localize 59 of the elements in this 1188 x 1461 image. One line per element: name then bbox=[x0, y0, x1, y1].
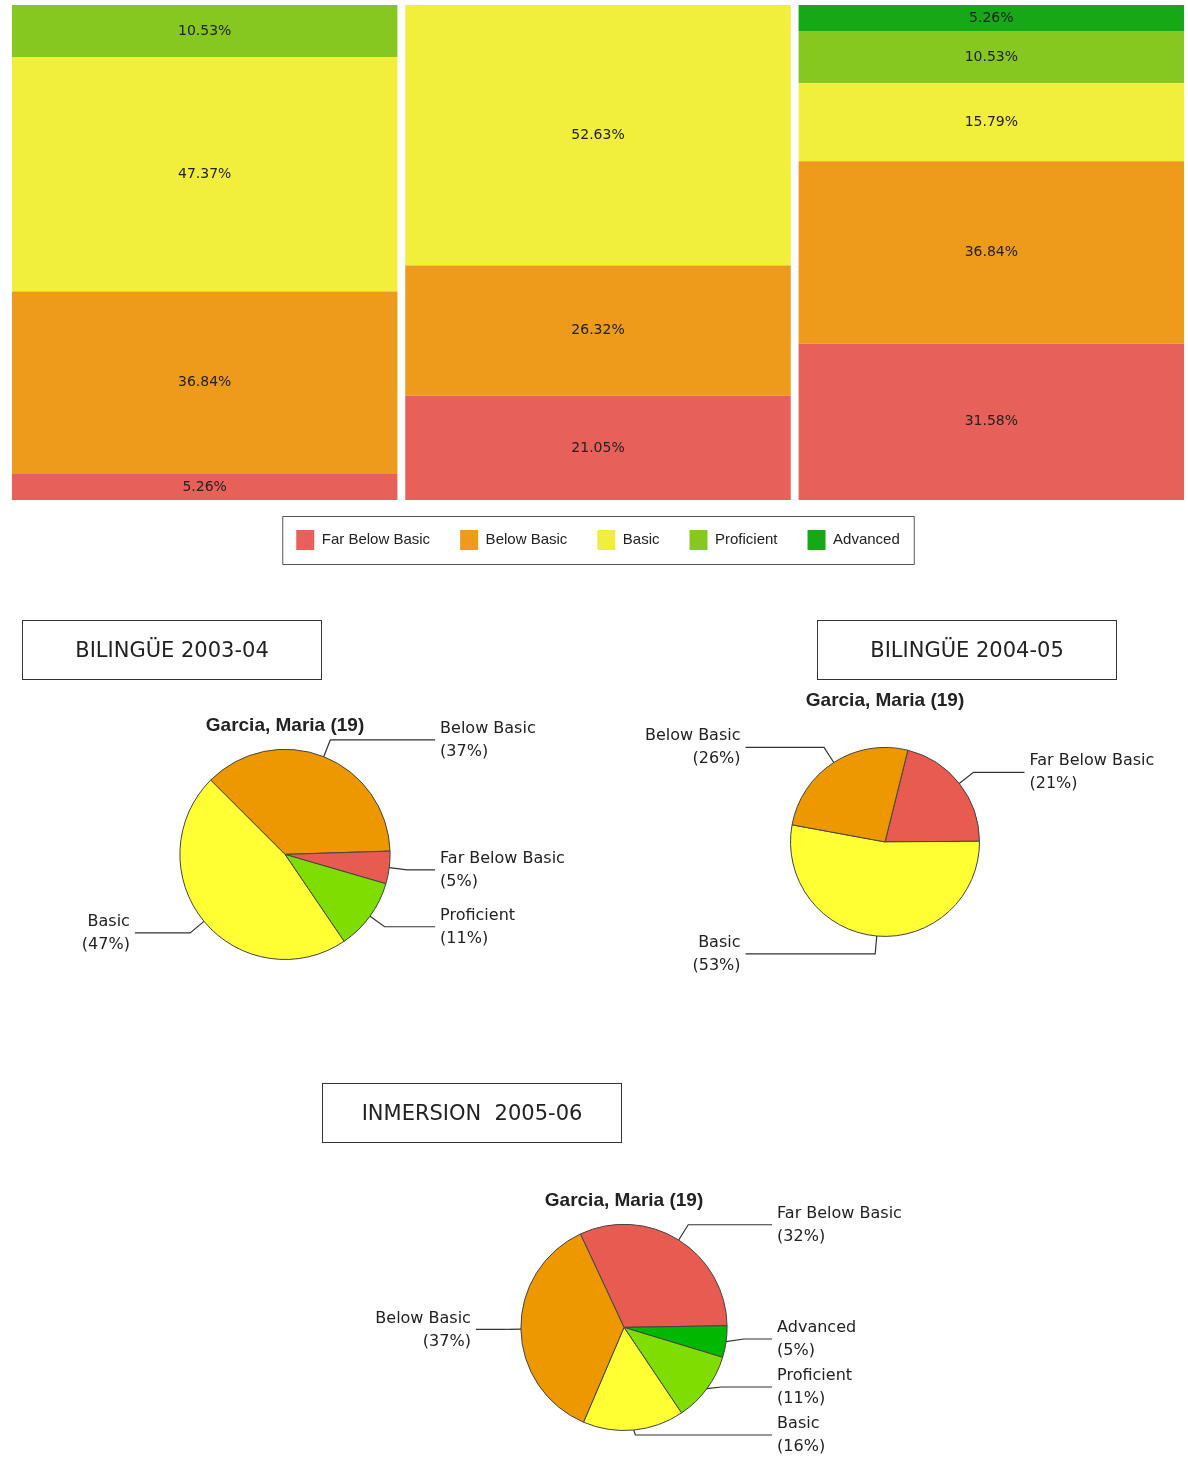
legend-label: Far Below Basic bbox=[321, 530, 431, 548]
data-label: 5.26% bbox=[182, 477, 227, 494]
bar bbox=[11, 5, 398, 58]
slice-label: Below Basic bbox=[644, 725, 741, 745]
data-label: 47.37% bbox=[177, 165, 232, 181]
data-label: (47%) bbox=[81, 934, 130, 954]
data-label: (53%) bbox=[692, 955, 741, 975]
data-label: 31.58% bbox=[964, 412, 1019, 429]
data-label: 52.63% bbox=[571, 125, 625, 142]
chart-subtitle: Garcia, Maria (19) bbox=[205, 713, 365, 735]
data-label: (37%) bbox=[440, 741, 489, 761]
data-label: 10.53% bbox=[177, 21, 232, 38]
bar bbox=[405, 5, 791, 266]
data-label: (37%) bbox=[422, 1330, 471, 1350]
chart-title: INMERSION 2005-06 bbox=[322, 1083, 622, 1143]
bar bbox=[798, 5, 1185, 32]
chart-title: BILINGÜE 2003-04 bbox=[22, 620, 322, 680]
legend-label: Basic bbox=[622, 530, 660, 548]
data-label: 36.84% bbox=[177, 373, 232, 390]
data-label: 15.79% bbox=[964, 112, 1019, 129]
bar bbox=[11, 473, 398, 500]
data-label: 21.05% bbox=[571, 438, 625, 455]
legend-label: Proficient bbox=[715, 530, 779, 548]
slice-label: Far Below Basic bbox=[1029, 750, 1155, 770]
legend-label: Advanced bbox=[833, 530, 900, 548]
bar bbox=[11, 57, 398, 292]
slice-label: Basic bbox=[777, 1413, 820, 1433]
data-label: (11%) bbox=[777, 1388, 826, 1408]
slice-label: Proficient bbox=[777, 1365, 853, 1385]
slice-label: Below Basic bbox=[375, 1307, 471, 1327]
chart-title: BILINGÜE 2004-05 bbox=[817, 620, 1117, 680]
bar bbox=[798, 83, 1185, 162]
bar bbox=[405, 265, 791, 396]
data-label: (26%) bbox=[692, 748, 741, 768]
chart-subtitle: Garcia, Maria (19) bbox=[544, 1188, 704, 1210]
data-label: 26.32% bbox=[571, 321, 625, 338]
bar bbox=[405, 395, 791, 500]
data-label: 10.53% bbox=[964, 47, 1019, 64]
bar bbox=[11, 291, 398, 474]
slice-label: Far Below Basic bbox=[777, 1202, 902, 1222]
data-label: (11%) bbox=[440, 927, 489, 947]
data-label: 5.26% bbox=[969, 8, 1014, 25]
data-label: (32%) bbox=[777, 1225, 826, 1245]
slice-label: Far Below Basic bbox=[440, 847, 565, 867]
bar bbox=[798, 343, 1185, 500]
data-label: (5%) bbox=[777, 1340, 815, 1360]
bar bbox=[798, 161, 1185, 344]
legend-label: Below Basic bbox=[485, 530, 568, 548]
chart-subtitle: Garcia, Maria (19) bbox=[805, 688, 965, 710]
bar bbox=[798, 31, 1185, 84]
slice-label: Basic bbox=[698, 932, 741, 952]
slice-label: Proficient bbox=[440, 904, 516, 924]
slice-label: Basic bbox=[87, 911, 130, 931]
data-label: (5%) bbox=[440, 870, 478, 890]
slice-label: Advanced bbox=[777, 1317, 857, 1337]
data-label: (21%) bbox=[1029, 773, 1078, 793]
data-label: 36.84% bbox=[964, 243, 1019, 260]
data-label: (16%) bbox=[777, 1436, 826, 1456]
slice-label: Below Basic bbox=[440, 718, 536, 738]
